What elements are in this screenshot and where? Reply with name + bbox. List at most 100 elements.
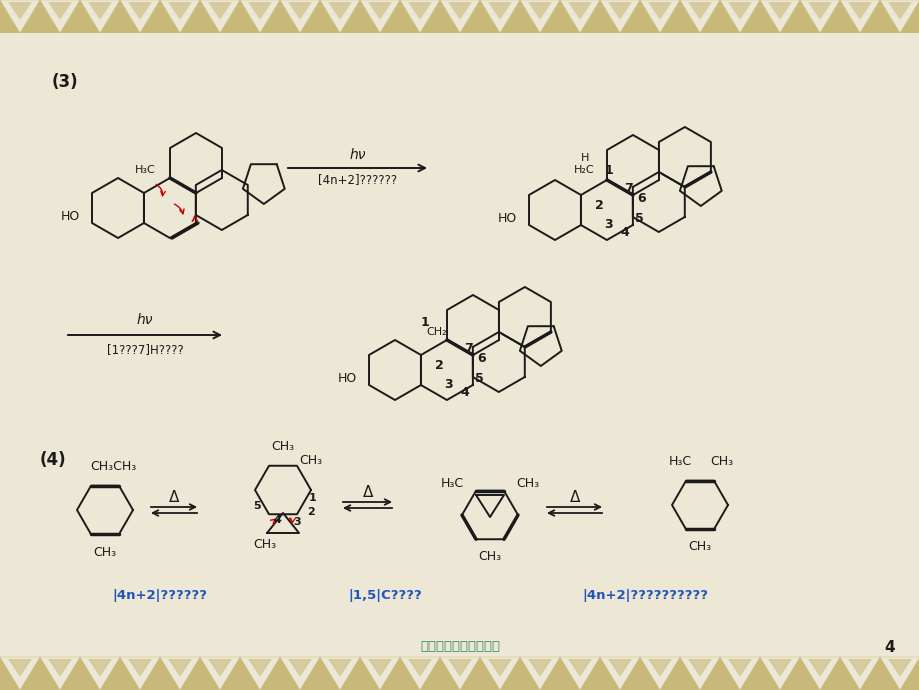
- Polygon shape: [240, 0, 279, 33]
- Text: 3: 3: [444, 377, 453, 391]
- Polygon shape: [679, 0, 720, 33]
- Text: 2: 2: [307, 507, 314, 517]
- Polygon shape: [248, 659, 272, 677]
- Polygon shape: [879, 657, 919, 690]
- Polygon shape: [48, 659, 72, 677]
- Polygon shape: [887, 659, 911, 677]
- Text: CH₂: CH₂: [426, 327, 447, 337]
- Text: H: H: [580, 153, 588, 163]
- Polygon shape: [439, 657, 480, 690]
- Text: 7: 7: [464, 342, 472, 355]
- Polygon shape: [448, 659, 471, 677]
- Text: (4): (4): [40, 451, 66, 469]
- Polygon shape: [119, 657, 160, 690]
- Polygon shape: [487, 659, 512, 677]
- Text: |4n+2|??????????: |4n+2|??????????: [582, 589, 708, 602]
- Polygon shape: [368, 659, 391, 677]
- Polygon shape: [800, 0, 839, 33]
- Text: CH₃CH₃: CH₃CH₃: [90, 460, 136, 473]
- Text: 6: 6: [637, 192, 645, 204]
- Bar: [0, 0, 919, 33]
- Text: 3: 3: [604, 217, 613, 230]
- Text: CH₃: CH₃: [516, 477, 539, 489]
- Polygon shape: [519, 0, 560, 33]
- Polygon shape: [599, 657, 640, 690]
- Text: H₃C: H₃C: [440, 477, 463, 489]
- Polygon shape: [279, 657, 320, 690]
- Text: 4: 4: [273, 515, 280, 525]
- Text: CH₃: CH₃: [94, 546, 117, 558]
- Polygon shape: [48, 2, 72, 20]
- Polygon shape: [80, 0, 119, 33]
- Polygon shape: [560, 0, 599, 33]
- Polygon shape: [279, 0, 320, 33]
- Polygon shape: [879, 0, 919, 33]
- Text: HO: HO: [337, 371, 357, 384]
- Polygon shape: [767, 659, 791, 677]
- Text: H₃C: H₃C: [668, 455, 691, 468]
- Polygon shape: [487, 2, 512, 20]
- Polygon shape: [647, 2, 671, 20]
- Polygon shape: [8, 659, 32, 677]
- Polygon shape: [759, 657, 800, 690]
- Polygon shape: [248, 2, 272, 20]
- Polygon shape: [560, 657, 599, 690]
- Polygon shape: [328, 659, 352, 677]
- Polygon shape: [720, 657, 759, 690]
- Text: H₃C: H₃C: [135, 165, 155, 175]
- Polygon shape: [400, 657, 439, 690]
- Text: (3): (3): [52, 73, 78, 91]
- Text: hν: hν: [349, 148, 366, 162]
- Polygon shape: [640, 657, 679, 690]
- Text: [1???7]H????: [1???7]H????: [107, 344, 183, 357]
- Text: 5: 5: [253, 501, 260, 511]
- Polygon shape: [519, 657, 560, 690]
- Polygon shape: [40, 0, 80, 33]
- Polygon shape: [567, 659, 591, 677]
- Polygon shape: [767, 2, 791, 20]
- Text: Δ: Δ: [569, 489, 580, 504]
- Text: HO: HO: [61, 210, 80, 222]
- Polygon shape: [448, 2, 471, 20]
- Polygon shape: [88, 2, 112, 20]
- Text: 宁夏大学化学化工学院: 宁夏大学化学化工学院: [420, 640, 499, 653]
- Polygon shape: [168, 659, 192, 677]
- Text: 2: 2: [594, 199, 603, 212]
- Polygon shape: [80, 657, 119, 690]
- Polygon shape: [320, 657, 359, 690]
- Polygon shape: [727, 2, 751, 20]
- Text: |1,5|C????: |1,5|C????: [347, 589, 422, 602]
- Polygon shape: [480, 0, 519, 33]
- Text: 1: 1: [420, 315, 429, 328]
- Polygon shape: [328, 2, 352, 20]
- Text: |4n+2|??????: |4n+2|??????: [112, 589, 208, 602]
- Polygon shape: [160, 0, 199, 33]
- Polygon shape: [528, 659, 551, 677]
- Text: 4: 4: [460, 386, 469, 399]
- Polygon shape: [320, 0, 359, 33]
- Polygon shape: [839, 0, 879, 33]
- Text: 6: 6: [477, 351, 485, 364]
- Polygon shape: [647, 659, 671, 677]
- Polygon shape: [160, 657, 199, 690]
- Polygon shape: [128, 659, 152, 677]
- Polygon shape: [199, 0, 240, 33]
- Text: CH₃: CH₃: [709, 455, 732, 468]
- Text: CH₃: CH₃: [299, 453, 323, 466]
- Polygon shape: [687, 2, 711, 20]
- Polygon shape: [720, 0, 759, 33]
- Polygon shape: [128, 2, 152, 20]
- Text: Δ: Δ: [168, 489, 179, 504]
- Text: 5: 5: [634, 212, 642, 224]
- Polygon shape: [400, 0, 439, 33]
- Polygon shape: [839, 657, 879, 690]
- Text: CH₃: CH₃: [478, 551, 501, 564]
- Polygon shape: [0, 657, 40, 690]
- Polygon shape: [88, 659, 112, 677]
- Polygon shape: [119, 0, 160, 33]
- Text: CH₃: CH₃: [687, 540, 710, 553]
- Text: 4: 4: [884, 640, 894, 655]
- Polygon shape: [887, 2, 911, 20]
- Text: 7: 7: [624, 181, 632, 195]
- Polygon shape: [407, 2, 432, 20]
